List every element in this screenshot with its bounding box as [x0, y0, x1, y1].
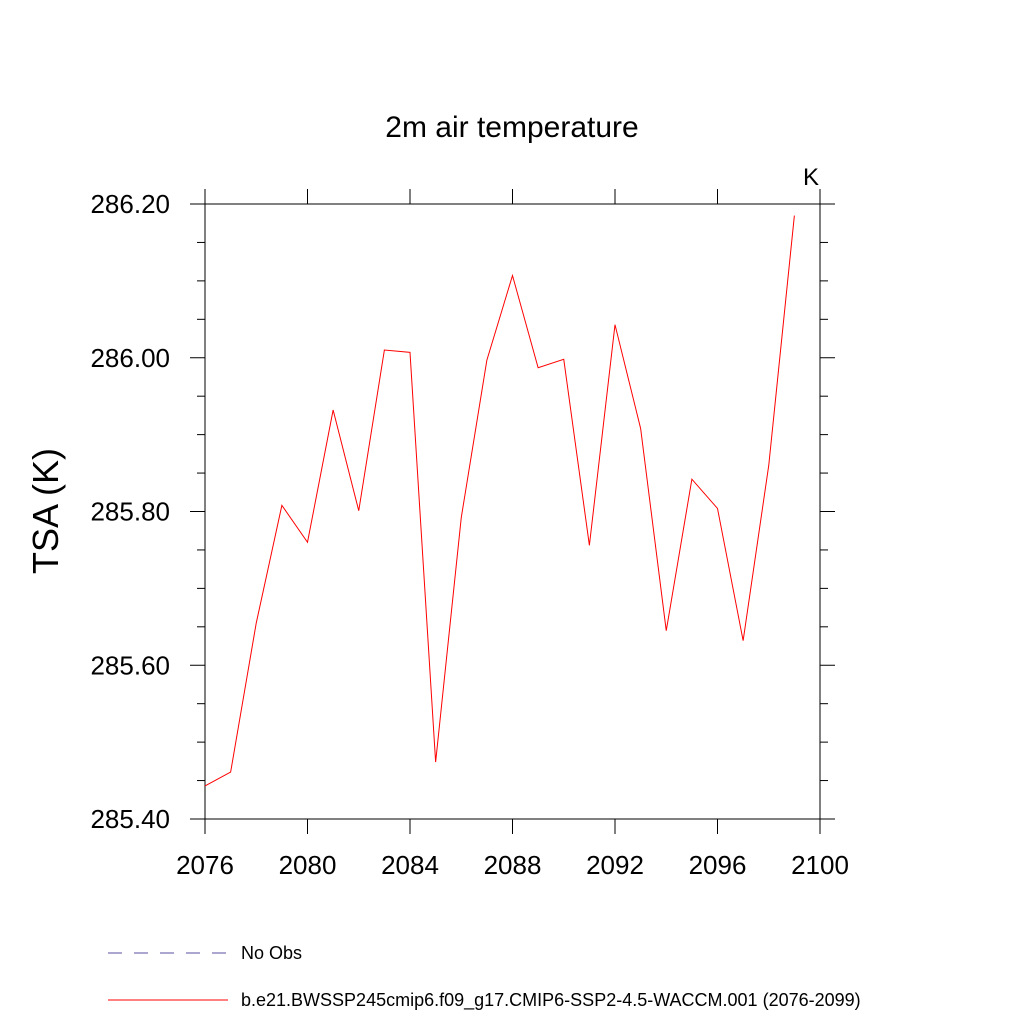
y-tick-label: 285.40	[90, 804, 170, 834]
x-tick-label: 2088	[484, 850, 542, 880]
x-tick-label: 2080	[279, 850, 337, 880]
series-line	[204, 215, 795, 787]
data-series	[204, 215, 795, 787]
legend-label: No Obs	[241, 943, 302, 963]
units-label: K	[803, 164, 819, 191]
y-axis-label: TSA (K)	[25, 448, 66, 574]
axis-tick-labels: 2076 2080 2084 2088 2092 2096 2100 285.40 285.60…	[90, 189, 848, 880]
y-tick-label: 286.00	[90, 343, 170, 373]
chart-title: 2m air temperature	[385, 111, 638, 144]
legend: No Obs b.e21.BWSSP245cmip6.f09_g17.CMIP6-…	[108, 943, 861, 1011]
plot-frame	[204, 203, 821, 820]
x-tick-label: 2100	[791, 850, 849, 880]
x-tick-label: 2096	[689, 850, 747, 880]
x-tick-label: 2092	[586, 850, 644, 880]
y-tick-label: 285.60	[90, 650, 170, 680]
axis-ticks	[190, 189, 835, 834]
y-tick-label: 286.20	[90, 189, 170, 219]
x-tick-label: 2084	[381, 850, 439, 880]
legend-label: b.e21.BWSSP245cmip6.f09_g17.CMIP6-SSP2-4…	[241, 990, 861, 1011]
x-tick-label: 2076	[176, 850, 234, 880]
y-tick-label: 285.80	[90, 497, 170, 527]
